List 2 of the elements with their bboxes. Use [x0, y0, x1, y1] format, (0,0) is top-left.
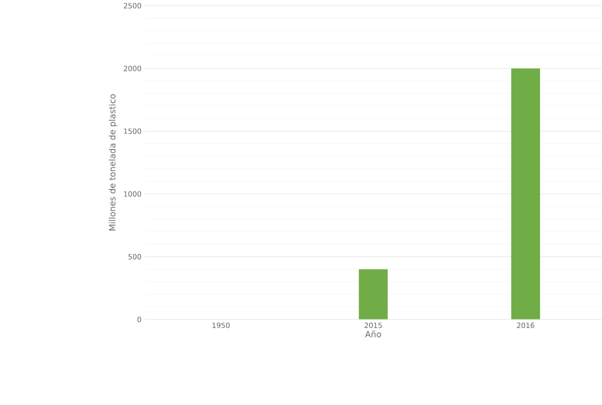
x-axis-title: Año	[365, 330, 382, 338]
y-axis-title: Millones de tonelada de plastico	[108, 94, 118, 231]
